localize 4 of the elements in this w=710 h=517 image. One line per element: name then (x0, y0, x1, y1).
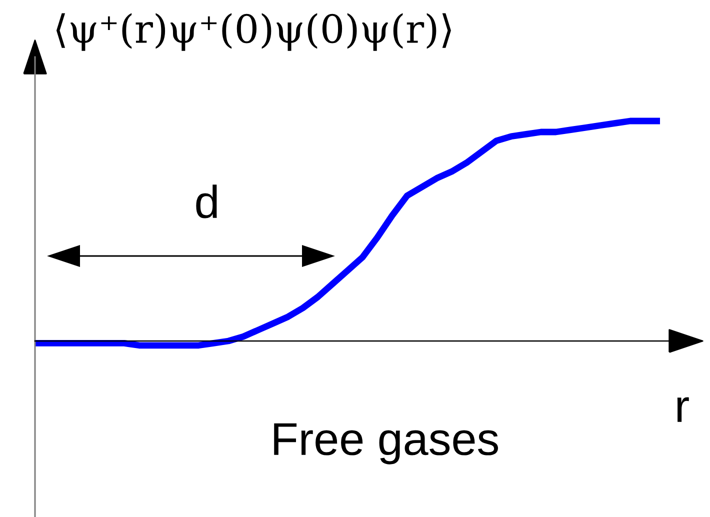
x-axis-title: r (677, 397, 689, 422)
y-axis-title: ⟨ψ⁺(r)ψ⁺(0)ψ(0)ψ(r)⟩ (56, 13, 451, 51)
text: Free gases (274, 423, 498, 464)
annotation: d (196, 184, 217, 218)
